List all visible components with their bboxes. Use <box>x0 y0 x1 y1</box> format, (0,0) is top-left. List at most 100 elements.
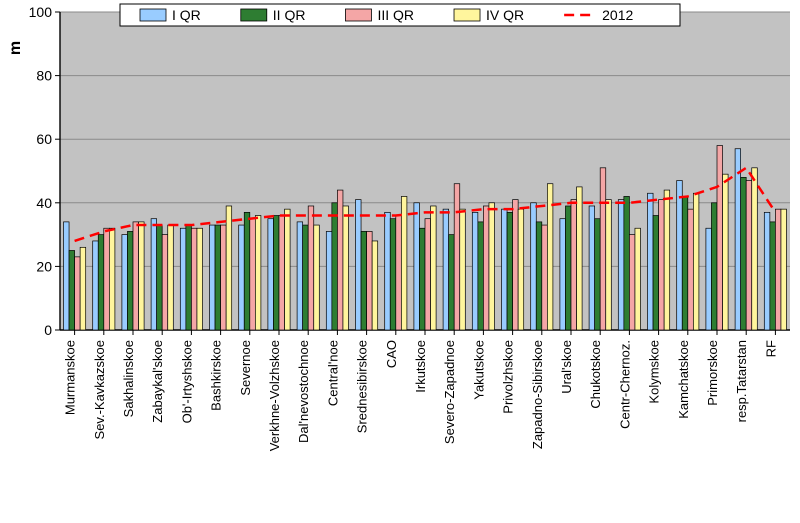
bar-q2 <box>536 222 542 330</box>
bar-q2 <box>186 225 192 330</box>
bar-q4 <box>285 209 291 330</box>
bar-q2 <box>332 203 338 330</box>
bar-q4 <box>635 228 641 330</box>
category-label: Centr-Chernoz. <box>617 340 632 429</box>
bar-q3 <box>746 181 752 330</box>
bar-q4 <box>343 206 349 330</box>
bar-q3 <box>367 231 373 330</box>
legend-swatch <box>140 9 166 21</box>
bar-q4 <box>577 187 583 330</box>
bar-q2 <box>215 225 221 330</box>
category-label: Dal'nevostochnoe <box>296 340 311 443</box>
bar-q4 <box>460 209 466 330</box>
bar-q3 <box>600 168 606 330</box>
category-label: Severo-Zapadnoe <box>442 340 457 444</box>
category-label: Zabaykal'skoe <box>150 340 165 423</box>
bar-q1 <box>326 231 332 330</box>
bar-q1 <box>385 212 391 330</box>
category-label: Chukotskoe <box>588 340 603 409</box>
bar-q1 <box>93 241 99 330</box>
bar-q2 <box>682 196 688 330</box>
bar-q1 <box>735 149 741 330</box>
bar-q1 <box>618 200 624 330</box>
bar-q1 <box>180 228 186 330</box>
bar-q2 <box>624 196 630 330</box>
bar-q2 <box>419 228 425 330</box>
category-label: Murmanskoe <box>63 340 78 415</box>
bar-q2 <box>653 216 659 330</box>
category-label: Sakhalinskoe <box>121 340 136 417</box>
legend-label: IV QR <box>486 7 524 23</box>
bar-q1 <box>560 219 566 330</box>
bar-q3 <box>75 257 81 330</box>
bar-q2 <box>273 216 279 330</box>
bar-q2 <box>595 219 601 330</box>
category-label: Ob'-Irtyshskoe <box>179 340 194 423</box>
bar-q2 <box>157 225 163 330</box>
bar-q4 <box>752 168 758 330</box>
bar-q2 <box>390 219 396 330</box>
bar-q1 <box>677 181 683 330</box>
bar-q4 <box>168 225 174 330</box>
bar-q1 <box>502 209 508 330</box>
bar-q3 <box>191 228 197 330</box>
bar-q4 <box>781 209 787 330</box>
bar-q4 <box>109 228 115 330</box>
bar-q1 <box>268 219 274 330</box>
category-label: Sev.-Kavkazskoe <box>92 340 107 439</box>
bar-q3 <box>162 235 168 330</box>
bar-q1 <box>122 235 128 330</box>
bar-q2 <box>770 222 776 330</box>
bar-q3 <box>542 225 548 330</box>
category-label: Privolzhskoe <box>501 340 516 414</box>
svg-text:60: 60 <box>36 131 52 147</box>
category-label: Primorskoe <box>705 340 720 406</box>
bar-q3 <box>688 209 694 330</box>
bar-q2 <box>449 235 455 330</box>
bar-q2 <box>69 251 75 331</box>
bar-q2 <box>244 212 250 330</box>
bar-q3 <box>396 216 402 330</box>
bar-q2 <box>127 231 133 330</box>
category-label: RF <box>763 340 778 357</box>
bar-q1 <box>210 225 216 330</box>
bar-q1 <box>531 203 537 330</box>
category-label: resp.Tatarstan <box>734 340 749 422</box>
bar-q3 <box>717 146 723 330</box>
bar-q2 <box>741 177 747 330</box>
legend-label: III QR <box>377 7 414 23</box>
bar-q1 <box>151 219 157 330</box>
bar-q2 <box>478 222 484 330</box>
bar-q3 <box>483 206 489 330</box>
legend-label: I QR <box>172 7 201 23</box>
bar-q4 <box>401 196 407 330</box>
bar-q4 <box>255 216 261 330</box>
bar-q4 <box>664 190 670 330</box>
bar-q1 <box>472 212 478 330</box>
bar-q4 <box>606 200 612 330</box>
bar-q3 <box>279 216 285 330</box>
bar-q4 <box>226 206 232 330</box>
bar-q2 <box>507 212 513 330</box>
category-label: Kolymskoe <box>647 340 662 404</box>
bar-q3 <box>571 200 577 330</box>
bar-q1 <box>706 228 712 330</box>
bar-q4 <box>518 209 524 330</box>
category-label: Srednesibirskoe <box>355 340 370 433</box>
bar-chart: 020406080100mMurmanskoeSev.-KavkazskoeSa… <box>0 0 800 523</box>
bar-q3 <box>513 200 519 330</box>
bar-q2 <box>303 225 309 330</box>
bar-q3 <box>775 209 781 330</box>
svg-text:0: 0 <box>44 322 52 338</box>
bar-q3 <box>104 228 110 330</box>
bar-q3 <box>454 184 460 330</box>
bar-q1 <box>356 200 362 330</box>
bar-q4 <box>723 174 729 330</box>
category-label: CAO <box>384 340 399 368</box>
bar-q1 <box>443 209 449 330</box>
bar-q3 <box>308 206 314 330</box>
category-label: Yakutskoe <box>471 340 486 400</box>
bar-q4 <box>80 247 86 330</box>
category-label: Ural'skoe <box>559 340 574 394</box>
bar-q4 <box>431 206 437 330</box>
